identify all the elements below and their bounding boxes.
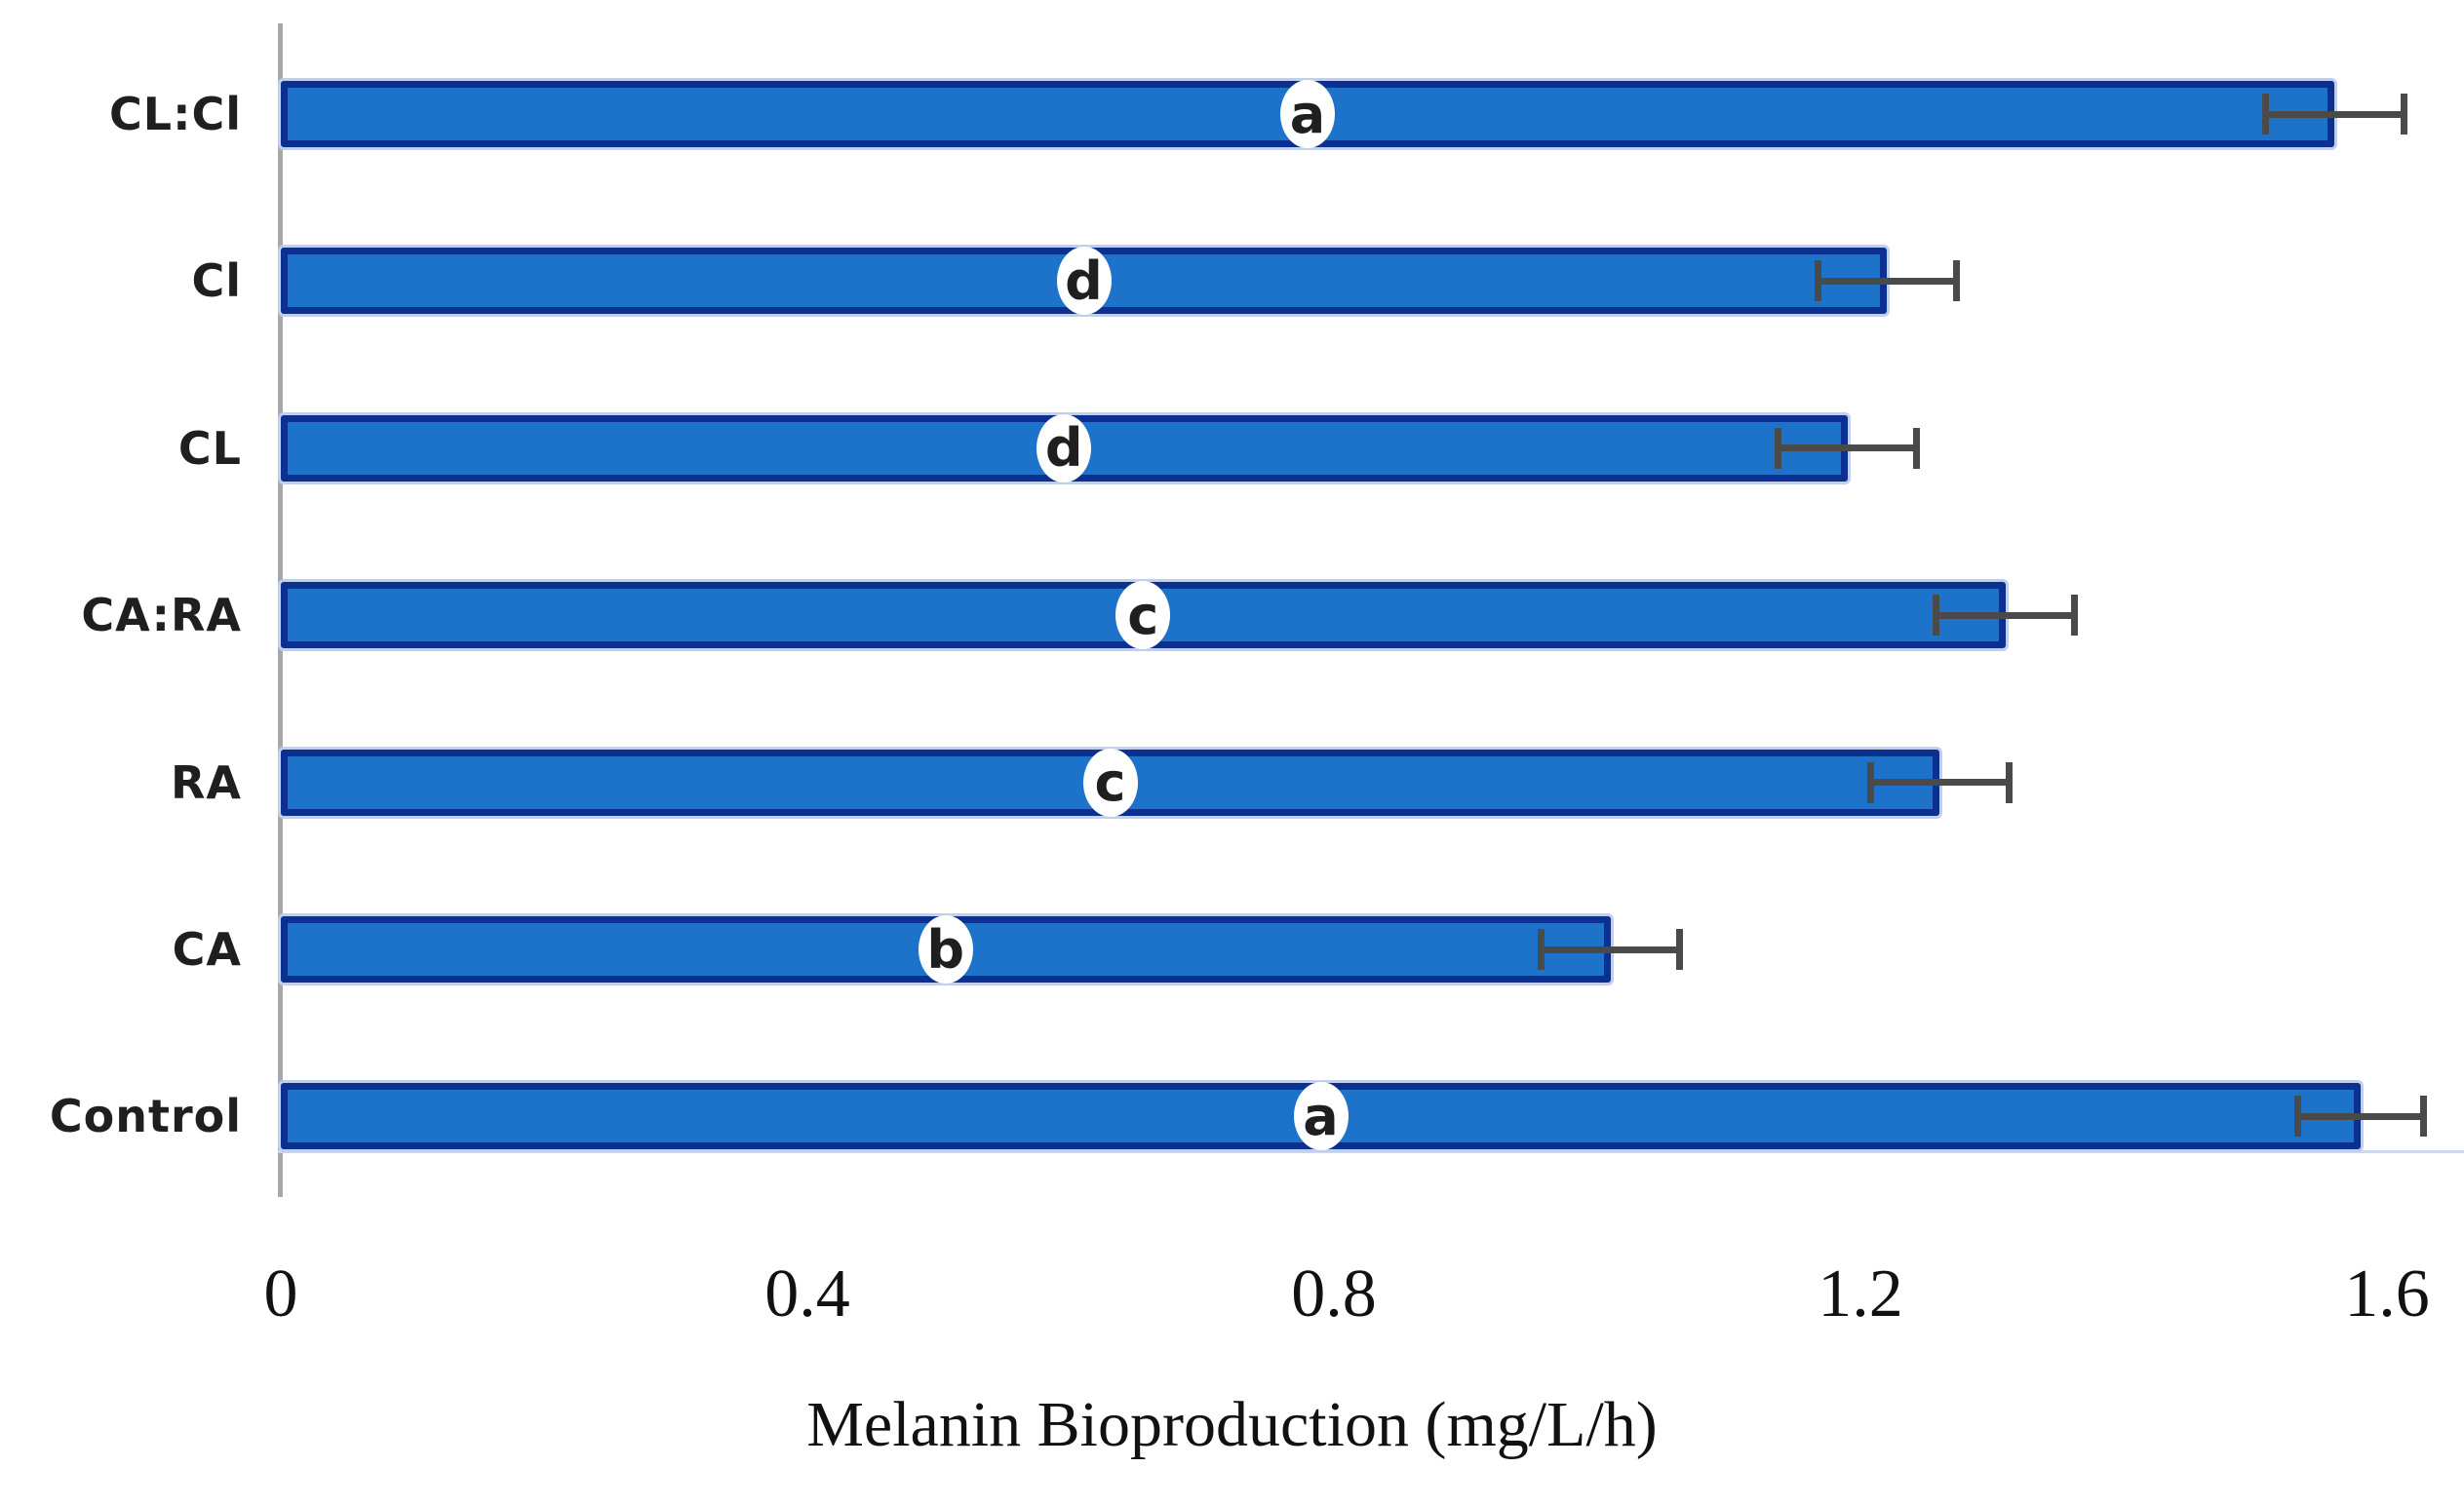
error-bar-cap-left: [1866, 761, 1874, 803]
significance-letter: d: [1036, 413, 1092, 483]
significance-letter: c: [1082, 748, 1138, 817]
error-bar-cap-right: [1676, 929, 1683, 970]
x-tick-label-1.2: 1.2: [1818, 1256, 1903, 1332]
significance-letter: b: [918, 915, 973, 984]
error-bar-cap-left: [2261, 94, 2269, 135]
plot-bottom-border: [278, 1150, 2464, 1153]
error-bar-line: [1781, 444, 1913, 452]
error-bar-cap-left: [1775, 427, 1781, 469]
significance-letter: c: [1115, 581, 1171, 650]
error-bar-line: [1939, 611, 2071, 619]
significance-letter: d: [1056, 247, 1112, 316]
error-bar-cap-left: [1538, 929, 1545, 970]
error-bar-cap-left: [1933, 595, 1939, 637]
significance-letter: a: [1280, 80, 1335, 148]
category-label-cl: Cl: [191, 254, 242, 308]
x-tick-label-0.8: 0.8: [1291, 1256, 1377, 1332]
error-bar-line: [2301, 1112, 2420, 1120]
error-bar-cap-right: [1952, 260, 1960, 302]
x-tick-label-0.4: 0.4: [764, 1256, 850, 1332]
error-bar-cap-right: [2071, 595, 2078, 637]
x-tick-label-0: 0: [263, 1256, 298, 1332]
error-bar-cap-left: [1814, 260, 1821, 302]
category-label-cl-cl: CL:Cl: [109, 88, 242, 140]
error-bar-line: [1820, 277, 1953, 285]
error-bar-cap-right: [1913, 427, 1920, 469]
category-label-cl: CL: [177, 421, 242, 475]
x-tick-label-1.6: 1.6: [2344, 1256, 2430, 1332]
x-axis-title: Melanin Bioproduction (mg/L/h): [806, 1389, 1658, 1460]
error-bar-line: [1873, 779, 2006, 787]
category-label-ca: CA: [172, 923, 242, 976]
category-label-ca-ra: CA:RA: [81, 589, 242, 642]
category-label-control: Control: [49, 1090, 242, 1143]
error-bar-cap-left: [2294, 1096, 2302, 1138]
error-bar-line: [2268, 110, 2401, 118]
error-bar-line: [1545, 946, 1676, 953]
error-bar-cap-right: [2400, 94, 2407, 135]
category-label-ra: RA: [170, 755, 242, 809]
error-bar-cap-right: [2005, 761, 2013, 803]
y-axis-line: [278, 23, 283, 1197]
error-bar-cap-right: [2419, 1096, 2427, 1138]
significance-letter: a: [1293, 1082, 1349, 1151]
